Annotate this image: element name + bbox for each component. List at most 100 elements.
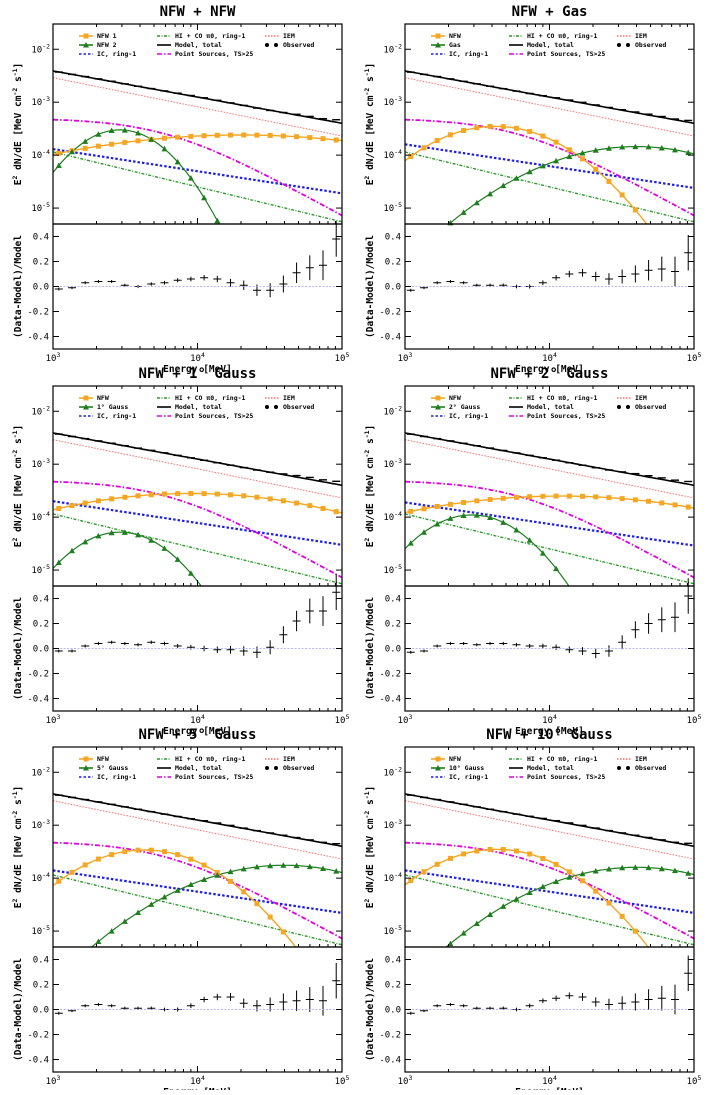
comp1-marker xyxy=(606,900,612,906)
x-tick-label: 103 xyxy=(46,1074,61,1087)
comp1-marker xyxy=(593,494,599,500)
comp1-marker xyxy=(148,492,154,498)
y-tick-label: 10-4 xyxy=(31,148,50,161)
resid-tick-label: -0.2 xyxy=(379,1031,401,1041)
comp1-marker xyxy=(461,499,467,505)
legend-label: NFW 1 xyxy=(97,32,117,40)
legend-marker xyxy=(435,42,441,48)
legend-label: NFW xyxy=(97,394,109,402)
comp1-marker xyxy=(408,878,414,884)
comp1-marker xyxy=(135,847,141,853)
y-tick-label: 10-3 xyxy=(31,818,50,831)
comp1-marker xyxy=(447,501,453,507)
comp2-marker xyxy=(55,559,62,566)
legend-label: 2° Gauss xyxy=(449,403,480,411)
point-sources-curve xyxy=(405,480,694,579)
comp1-marker xyxy=(593,166,599,172)
panel-title: NFW + NFW xyxy=(160,4,236,20)
comp2-marker xyxy=(253,863,260,870)
comp1-marker xyxy=(320,136,326,142)
legend-label: Observed xyxy=(635,764,666,772)
comp1-marker xyxy=(513,125,519,131)
resid-tick-label: 0.2 xyxy=(33,981,49,991)
comp2-marker xyxy=(553,878,560,885)
comp1-marker xyxy=(474,498,480,504)
resid-tick-label: 0.0 xyxy=(385,283,401,293)
legend-label: IC, ring-1 xyxy=(449,412,488,420)
legend-marker xyxy=(83,33,89,39)
comp1-marker xyxy=(553,493,559,499)
comp1-marker xyxy=(267,496,273,502)
comp2-marker xyxy=(645,864,652,871)
legend-label: Model, total xyxy=(527,764,574,772)
comp2-marker xyxy=(645,143,652,150)
legend-label: HI + CO π0, ring-1 xyxy=(527,394,598,402)
comp1-marker xyxy=(408,154,414,160)
comp1-marker xyxy=(228,878,234,884)
comp1-marker xyxy=(500,495,506,501)
comp2-marker xyxy=(460,209,467,215)
comp2-marker xyxy=(95,131,102,137)
legend-marker xyxy=(83,404,89,410)
comp1-marker xyxy=(333,509,339,515)
legend-label: IC, ring-1 xyxy=(97,50,136,58)
panel-title: NFW + 10° Gauss xyxy=(486,727,612,743)
panel-title: NFW + 1° Gauss xyxy=(138,366,256,382)
legend-label: HI + CO π0, ring-1 xyxy=(175,394,246,402)
comp1-marker xyxy=(241,889,247,895)
comp1-marker xyxy=(69,503,75,509)
comp2-marker xyxy=(605,145,612,151)
comp1-marker xyxy=(461,851,467,857)
y-tick-label: 10-3 xyxy=(383,457,402,470)
comp2-marker xyxy=(526,168,533,175)
comp2-marker xyxy=(685,149,692,155)
resid-tick-label: -0.2 xyxy=(379,308,401,318)
comp1-marker xyxy=(161,491,167,497)
comp1-marker xyxy=(632,497,638,503)
point-sources-curve xyxy=(405,841,694,940)
x-axis-label: Energy [MeV] xyxy=(163,726,232,737)
comp2-marker xyxy=(592,867,599,874)
x-tick-label: 105 xyxy=(335,713,350,726)
comp1-marker xyxy=(513,848,519,854)
resid-tick-label: -0.4 xyxy=(27,695,49,705)
comp2-marker xyxy=(500,519,507,525)
comp2-marker xyxy=(320,865,327,872)
legend-marker xyxy=(265,43,269,47)
comp1-marker xyxy=(241,493,247,499)
comp1-marker xyxy=(461,128,467,134)
comp2-marker xyxy=(539,162,546,169)
resid-tick-label: 0.4 xyxy=(33,233,49,243)
comp2-marker xyxy=(148,537,155,543)
iem-curve xyxy=(53,800,342,860)
y-axis-label-top: E2 dN/dE [MeV cm-2 s-1] xyxy=(363,786,376,909)
legend-label: 5° Gauss xyxy=(97,764,128,772)
legend-marker xyxy=(626,43,630,47)
comp2-marker xyxy=(658,865,665,872)
comp1-marker xyxy=(553,861,559,867)
comp2-marker xyxy=(632,864,639,870)
legend-label: NFW xyxy=(449,394,461,402)
gas-ring1-curve xyxy=(405,151,694,223)
y-tick-label: 10-3 xyxy=(383,818,402,831)
comp1-marker xyxy=(527,851,533,857)
comp2-marker xyxy=(267,862,274,869)
y-tick-label: 10-2 xyxy=(383,42,402,55)
legend-marker xyxy=(626,766,630,770)
legend-label: IC, ring-1 xyxy=(449,50,488,58)
comp1-marker xyxy=(474,848,480,854)
legend-label: Point Sources, TS>25 xyxy=(527,412,605,420)
comp1-marker xyxy=(201,133,207,139)
panel-title: NFW + 2° Gauss xyxy=(490,366,608,382)
comp2-marker xyxy=(592,147,599,153)
resid-tick-label: 0.0 xyxy=(385,645,401,655)
x-tick-label: 103 xyxy=(398,1074,413,1087)
comp1-marker xyxy=(619,913,625,919)
comp1-marker xyxy=(294,134,300,140)
comp1-marker xyxy=(109,496,115,502)
comp1-marker xyxy=(434,138,440,144)
resid-tick-label: 0.4 xyxy=(385,956,401,966)
comp2-marker xyxy=(658,144,665,151)
resid-tick-label: 0.4 xyxy=(33,956,49,966)
